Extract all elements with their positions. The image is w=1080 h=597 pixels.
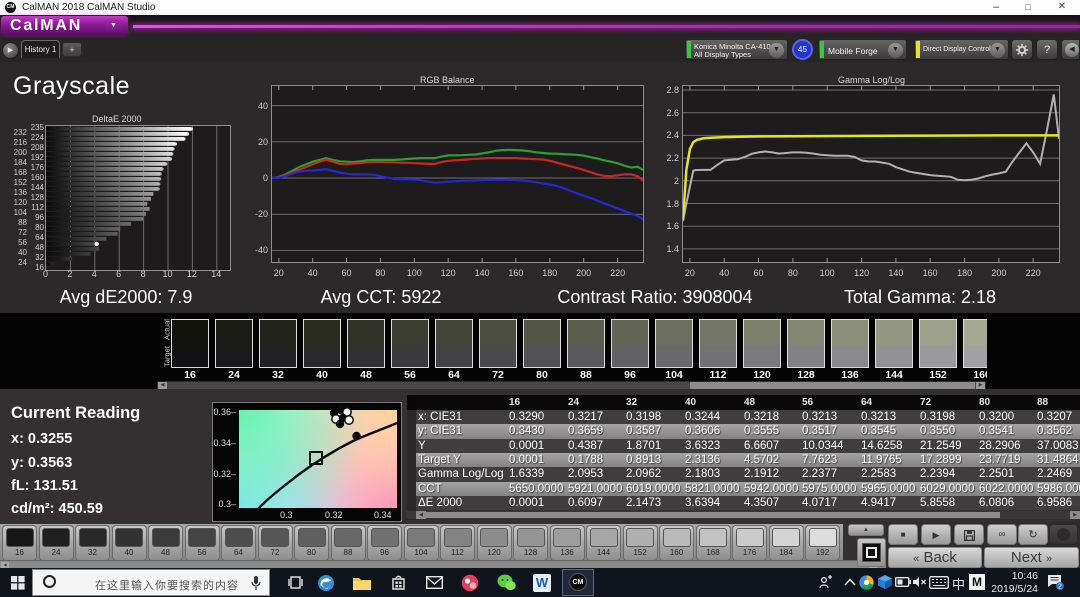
svg-text:2: 2 bbox=[1058, 584, 1062, 590]
